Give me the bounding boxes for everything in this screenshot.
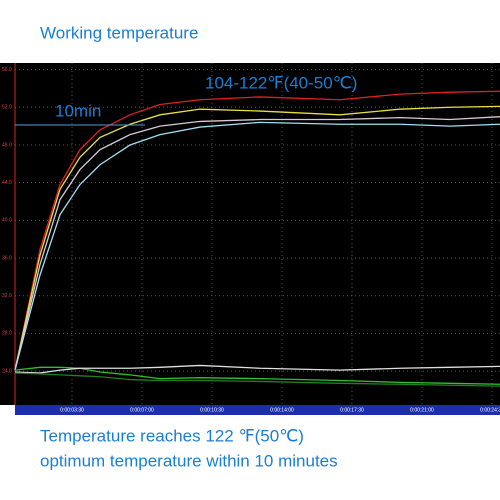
- title: Working temperature: [40, 23, 198, 42]
- x-tick-label: 0:00:14:00: [270, 407, 294, 413]
- series-line: [14, 121, 500, 371]
- y-tick-label: 56.0: [2, 67, 12, 73]
- x-tick-label: 0:00:07:00: [130, 407, 154, 413]
- caption-line: Temperature reaches 122 ℉(50℃): [40, 426, 304, 445]
- series-line: [14, 90, 500, 371]
- x-tick-label: 0:00:10:30: [200, 407, 224, 413]
- series-line: [14, 372, 500, 387]
- y-tick-label: 48.0: [2, 142, 12, 148]
- y-tick-label: 52.0: [2, 105, 12, 111]
- range-annotation: 104-122℉(40-50℃): [205, 73, 357, 92]
- y-tick-label: 36.0: [2, 255, 12, 261]
- y-tick-label: 24.0: [2, 368, 12, 374]
- y-tick-label: 28.0: [2, 331, 12, 337]
- time-axis-band: [15, 405, 500, 415]
- caption-line: optimum temperature within 10 minutes: [40, 451, 338, 470]
- series-line: [14, 364, 500, 374]
- x-tick-label: 0:00:24:30: [480, 407, 500, 413]
- series-line: [14, 116, 500, 371]
- y-tick-label: 44.0: [2, 180, 12, 186]
- x-tick-label: 0:00:17:30: [340, 407, 364, 413]
- time-annotation: 10min: [55, 101, 101, 120]
- series-line: [14, 366, 500, 385]
- y-tick-label: 40.0: [2, 218, 12, 224]
- series-line: [14, 105, 500, 371]
- y-tick-label: 32.0: [2, 293, 12, 299]
- x-tick-label: 0:00:21:00: [410, 407, 434, 413]
- x-tick-label: 0:00:03:30: [60, 407, 84, 413]
